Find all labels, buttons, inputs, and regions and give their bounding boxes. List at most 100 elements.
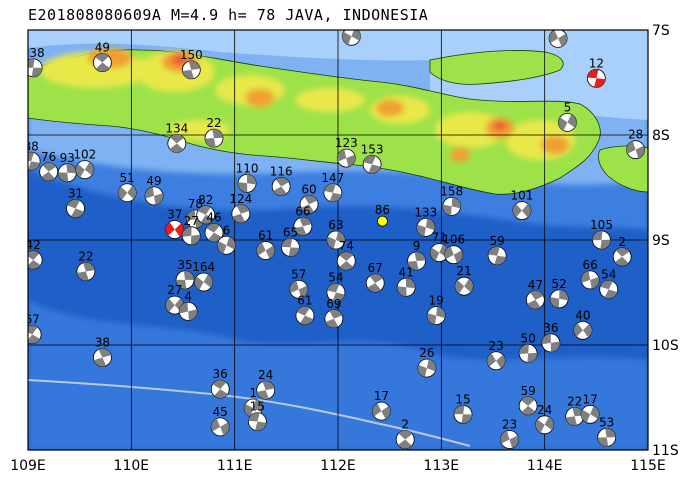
event-beachball[interactable]: 106 [442,233,465,265]
event-beachball[interactable]: 164 [192,260,215,292]
event-beachball[interactable]: 61 [295,294,315,326]
event-beachball[interactable]: 9 [407,239,426,271]
event-beachball[interactable]: 101 [510,189,533,221]
event-beachball[interactable]: 67 [365,261,385,293]
event-beachball[interactable]: 82 [196,193,216,225]
event-beachball[interactable]: 6 [216,223,236,255]
event-beachball[interactable]: 150 [180,48,203,80]
beachball-quadrant [332,292,345,302]
event-beachball[interactable]: 15 [247,400,267,432]
event-beachball[interactable]: 22 [204,116,224,148]
event-beachball[interactable]: 19 [426,294,446,326]
event-beachball[interactable]: 53 [597,415,617,447]
event-beachball[interactable]: 67 [23,313,42,344]
event-beachball[interactable]: 23 [486,339,506,371]
event-beachball[interactable]: 38 [93,336,112,368]
event-beachball[interactable]: 26 [417,346,437,378]
event-beachball[interactable]: 158 [440,184,463,216]
event-beachball[interactable]: 24 [535,403,555,435]
event-label: 23 [502,418,517,432]
beachball-quadrant [255,421,267,431]
beachball-quadrant [84,161,94,176]
beachball-quadrant [67,199,80,209]
event-beachball[interactable]: 49 [144,174,164,206]
event-beachball[interactable]: 41 [396,265,416,297]
event-beachball[interactable]: 71 [429,231,449,263]
event-beachball[interactable]: 36 [210,367,230,399]
event-beachball[interactable]: 2 [395,418,415,449]
event-beachball[interactable]: 51 [117,171,137,203]
event-beachball[interactable]: 52 [549,277,569,309]
event-beachball[interactable]: 22 [76,250,96,281]
event-beachball[interactable]: 76 [39,150,59,182]
event-beachball[interactable]: 59 [518,384,538,416]
event-beachball[interactable]: 66 [293,204,313,236]
beachball-quadrant [76,271,89,281]
event-beachball[interactable]: 28 [626,128,645,160]
event-beachball[interactable]: 134 [165,121,188,153]
event-beachball[interactable]: 12 [586,56,606,88]
beachball-quadrant [28,334,41,344]
event-beachball[interactable]: 57 [289,267,309,299]
event-beachball[interactable]: 59 [487,234,507,266]
event-beachball[interactable]: 15 [453,392,473,424]
event-beachball[interactable]: 54 [599,267,619,299]
event-beachball[interactable]: 123 [335,136,358,168]
beachball-quadrant [425,218,435,231]
event-beachball[interactable]: 153 [361,142,384,174]
event-beachball[interactable]: 61 [256,229,276,260]
event-beachball[interactable]: 27 [181,214,201,246]
event-beachball[interactable]: 36 [541,321,561,353]
event-beachball[interactable]: 2 [612,235,632,267]
event-beachball[interactable]: 179 [340,14,363,46]
event-beachball[interactable]: 22 [565,394,585,426]
beachball-quadrant [509,435,519,449]
event-beachball[interactable]: 105 [590,218,613,250]
beachball-quadrant [217,241,227,254]
event-beachball[interactable]: 88 [22,139,41,171]
y-tick-label: 11S [652,443,679,459]
event-beachball[interactable]: 60 [299,182,319,214]
event-beachball[interactable]: 66 [580,258,600,290]
event-beachball[interactable]: 17 [371,389,391,421]
event-beachball[interactable]: 42 [24,238,43,270]
event-beachball[interactable]: 1 [243,386,263,418]
beachball-outline [377,215,388,227]
event-beachball[interactable]: 35 [175,258,195,290]
beachball-quadrant [226,236,236,250]
event-beachball[interactable]: 47 [525,278,545,310]
event-beachball[interactable]: 23 [500,418,519,449]
event-beachball[interactable]: 37 [165,208,185,239]
event-beachball[interactable]: 54 [326,271,346,302]
event-label: 59 [489,234,504,248]
event-beachball[interactable]: 46 [204,211,224,243]
event-beachball[interactable]: 93 [57,151,77,183]
beachball-quadrant [558,117,568,131]
event-beachball[interactable]: 110 [236,161,259,193]
beachball-quadrant [351,30,361,41]
event-beachball[interactable]: 133 [414,205,437,237]
event-beachball[interactable]: 45 [210,405,230,437]
event-beachball[interactable]: 124 [229,192,252,224]
event-beachball[interactable]: 65 [281,225,300,257]
event-beachball[interactable]: 102 [73,148,96,180]
beachball-quadrant [256,242,266,256]
event-beachball[interactable]: 24 [256,368,276,400]
event-beachball[interactable]: 74 [336,239,356,271]
event-beachball[interactable]: 69 [324,297,344,329]
beachball-quadrant [220,422,230,436]
event-beachball[interactable]: 49 [93,41,112,72]
event-beachball[interactable]: 116 [270,164,293,196]
event-beachball[interactable]: 17 [580,392,600,424]
event-beachball[interactable]: 40 [573,308,593,340]
event-beachball[interactable]: 86 [375,203,390,227]
event-beachball[interactable]: 31 [66,187,85,218]
event-beachball[interactable]: 5 [558,100,577,132]
event-beachball[interactable]: 138 [22,46,45,78]
event-beachball[interactable]: 43 [548,16,568,48]
event-beachball[interactable]: 50 [518,331,538,363]
event-beachball[interactable]: 147 [321,171,344,203]
event-beachball[interactable]: 63 [326,218,346,250]
event-beachball[interactable]: 4 [178,289,198,321]
event-beachball[interactable]: 21 [454,264,474,296]
